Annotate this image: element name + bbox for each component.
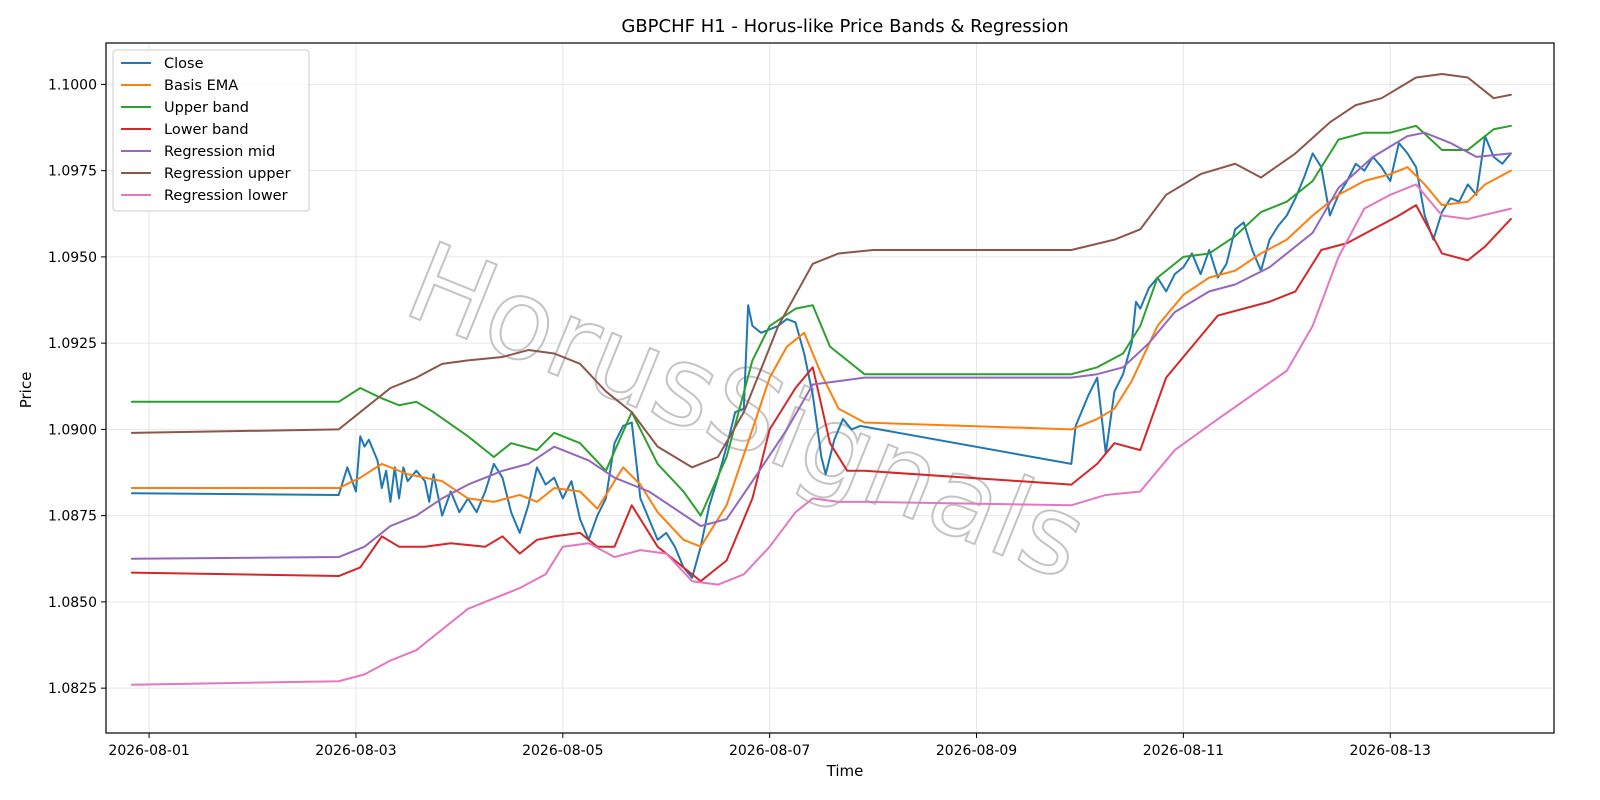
y-tick-label-4: 1.0925	[48, 336, 97, 352]
x-tick-label-1: 2026-08-03	[315, 743, 396, 759]
x-tick-label-6: 2026-08-13	[1350, 743, 1431, 759]
plot-frame	[105, 42, 1555, 734]
grid-lines	[106, 43, 1554, 733]
legend-label-basis-ema: Basis EMA	[164, 78, 238, 94]
series-line-regression-upper	[130, 73, 1512, 469]
y-tick-label-2: 1.0875	[48, 509, 97, 525]
y-axis-title: Price	[17, 372, 35, 409]
legend-box	[112, 49, 310, 212]
y-tick-label-0: 1.0825	[48, 681, 97, 697]
series-line-regression-lower	[130, 183, 1512, 686]
y-tick-label-5: 1.0950	[48, 250, 97, 266]
legend-label-regression-mid: Regression mid	[164, 144, 275, 160]
x-tick-label-0: 2026-08-01	[108, 743, 189, 759]
y-tick-label-1: 1.0850	[48, 595, 97, 611]
legend-label-regression-lower: Regression lower	[164, 188, 288, 204]
series-line-upper-band	[130, 124, 1512, 517]
series-lines	[130, 73, 1512, 686]
legend: Close Basis EMA Upper band Lower band Regres…	[112, 49, 310, 212]
x-axis-ticks: 2026-08-01 2026-08-03 2026-08-05 2026-08-07…	[108, 733, 1431, 759]
series-line-regression-mid	[130, 131, 1512, 560]
chart-title: GBPCHF H1 - Horus-like Price Bands & Reg…	[621, 16, 1068, 37]
series-line-basis-ema	[130, 166, 1512, 548]
legend-label-regression-upper: Regression upper	[164, 166, 290, 182]
series-line-lower-band	[130, 204, 1512, 583]
y-tick-label-6: 1.0975	[48, 164, 97, 180]
x-tick-label-4: 2026-08-09	[936, 743, 1017, 759]
y-axis-ticks: 1.0825 1.0850 1.0875 1.0900 1.0925 1.0950 1.09…	[48, 77, 106, 697]
legend-label-upper-band: Upper band	[164, 100, 249, 116]
x-axis-title: Time	[826, 762, 864, 780]
series-line-close	[130, 135, 1512, 579]
legend-label-close: Close	[164, 56, 204, 72]
legend-label-lower-band: Lower band	[164, 122, 249, 138]
x-tick-label-3: 2026-08-07	[729, 743, 810, 759]
x-tick-label-5: 2026-08-11	[1143, 743, 1224, 759]
y-tick-label-7: 1.1000	[48, 77, 97, 93]
y-tick-label-3: 1.0900	[48, 422, 97, 438]
x-tick-label-2: 2026-08-05	[522, 743, 603, 759]
